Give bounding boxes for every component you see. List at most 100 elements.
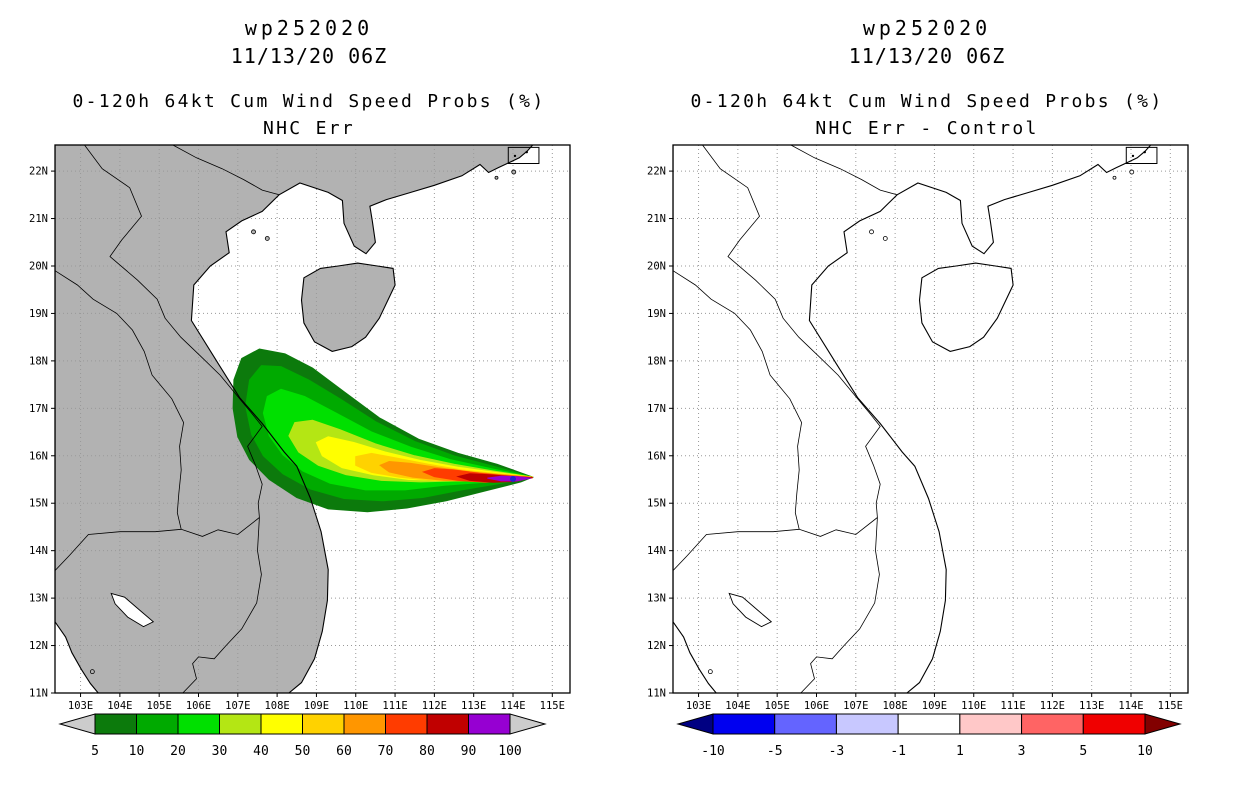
colorbar-tick-label: 30 [212,744,228,759]
country-border [172,145,280,196]
small-island [882,236,888,241]
lat-tick-label: 12N [647,640,666,652]
colorbar-tick-label: 20 [170,744,186,759]
country-border [55,517,260,571]
lat-tick-label: 22N [647,166,666,178]
lat-tick-label: 21N [647,213,666,225]
storm-center-marker [509,476,516,483]
colorbar-box [1021,713,1084,735]
colorbar-tick-label: -10 [701,744,724,759]
lat-tick-label: 12N [29,640,48,652]
land-indochina [55,145,533,693]
storm-id-title: wp252020 [244,16,374,40]
colorbar-left-arrow [58,713,96,735]
country-border [84,145,263,518]
lon-tick-label: 104E [107,700,132,712]
small-island [494,175,499,180]
right-panel: wp252020 11/13/20 06Z 0-120h 64kt Cum Wi… [618,0,1236,800]
lon-tick-label: 112E [422,700,447,712]
colorbar-tick-label: 3 [1018,744,1026,759]
country-border [182,517,262,693]
colorbar-tick-label: 5 [91,744,99,759]
colorbar-box [260,713,303,735]
colorbar-tick-label: 90 [461,744,477,759]
axis-ticks-and-labels: 103E 104E 105E 106E 107E 108E 109E 110E 111E 112E… [647,166,1183,712]
coastline-hainan [918,262,1014,352]
coastline-mainland [673,145,1152,693]
contour-90pct [487,475,531,482]
colorbar-tick-label: 50 [295,744,311,759]
colorbar-tick-label: -3 [829,744,845,759]
lon-tick-label: 113E [461,700,486,712]
lat-tick-label: 15N [647,498,666,510]
lon-tick-label: 103E [68,700,93,712]
lon-tick-label: 104E [725,700,750,712]
colorbar-tick-label: 1 [956,744,964,759]
map-frame [54,144,571,694]
lon-tick-label: 111E [1000,700,1025,712]
axis-ticks-and-labels: 103E 104E 105E 106E 107E 108E 109E 110E 111E 112E… [29,166,565,712]
colorbar-box [712,713,776,735]
lat-tick-label: 20N [647,260,666,272]
colorbar-tick-label: 60 [336,744,352,759]
lat-tick-label: 14N [647,545,666,557]
lat-tick-label: 21N [29,213,48,225]
difference-colorbar: -10 -5 -3 -1 1 3 5 10 [676,713,1182,759]
lat-tick-label: 13N [647,593,666,605]
colorbar-tick-label: -1 [890,744,906,759]
inset-box-marker [507,146,540,165]
colorbar-box [774,713,837,735]
init-time-title: 11/13/20 06Z [230,44,388,68]
colorbar-tick-label: 10 [129,744,145,759]
colorbar-box [897,713,961,735]
lon-tick-label: 110E [343,700,368,712]
map-frame [672,144,1189,694]
colorbar-box [835,713,899,735]
lon-tick-label: 112E [1040,700,1065,712]
lat-tick-label: 16N [29,450,48,462]
lat-tick-label: 19N [29,308,48,320]
lon-tick-label: 106E [804,700,829,712]
lon-tick-label: 107E [843,700,868,712]
lat-tick-label: 20N [29,260,48,272]
storm-id-title: wp252020 [862,16,992,40]
colorbar-box [177,713,220,735]
colorbar-tick-label: 5 [1079,744,1087,759]
colorbar-box [219,713,262,735]
lon-tick-label: 105E [765,700,790,712]
lon-tick-label: 109E [922,700,947,712]
colorbar-box [343,713,386,735]
colorbar-box [385,713,428,735]
init-time-title: 11/13/20 06Z [848,44,1006,68]
left-panel: wp252020 11/13/20 06Z 0-120h 64kt Cum Wi… [29,16,571,759]
probability-map: 103E 104E 105E 106E 107E 108E 109E 110E 111E 112E… [29,144,571,712]
islet-dot [513,154,517,158]
lon-tick-label: 111E [382,700,407,712]
probability-colorbar: 5 10 20 30 40 50 60 70 80 90 100 [58,713,547,759]
colorbar-tick-label: 80 [419,744,435,759]
small-island [511,169,517,175]
colorbar-box [94,713,137,735]
colorbar-tick-label: 70 [378,744,394,759]
lat-tick-label: 22N [29,166,48,178]
lat-tick-label: 11N [29,688,48,700]
colorbar-box [136,713,179,735]
country-border [790,145,898,196]
lon-tick-label: 108E [882,700,907,712]
country-border [800,517,880,693]
lat-tick-label: 17N [29,403,48,415]
product-subtitle: 0-120h 64kt Cum Wind Speed Probs (%) [72,91,546,112]
land-hainan [301,263,396,352]
difference-map: 103E 104E 105E 106E 107E 108E 109E 110E 111E 112E… [647,144,1189,712]
lake-tonle-sap [110,592,155,628]
lat-tick-label: 17N [647,403,666,415]
colorbar-box [426,713,469,735]
islet-dot [525,150,528,154]
islet-dot [1143,150,1146,154]
country-border [55,270,185,530]
small-island [1112,175,1117,180]
colorbar-right-arrow [1144,713,1182,735]
lon-tick-label: 113E [1079,700,1104,712]
small-island [869,229,874,235]
